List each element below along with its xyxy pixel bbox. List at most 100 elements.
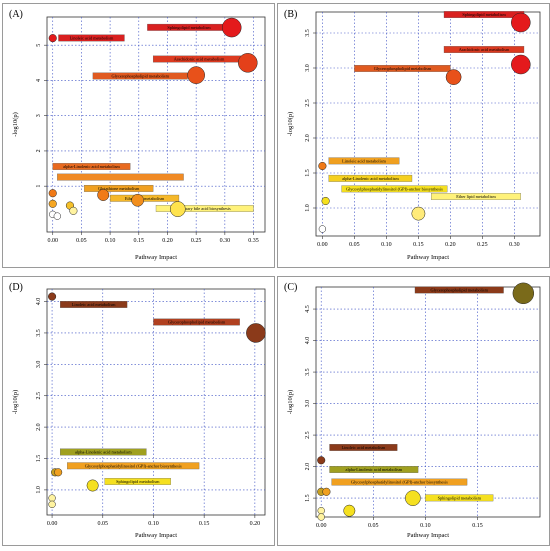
y-tick-label: 1.5 [305, 494, 311, 502]
pathway-point [322, 487, 331, 496]
pathway-label: alpha-Linolenic acid metabolism [346, 467, 403, 472]
pathway-point [405, 490, 421, 506]
pathway-label: Glycerophospholipid metabolism [112, 74, 170, 79]
y-tick-label: 1.0 [305, 204, 311, 212]
y-tick-label: 3.5 [305, 29, 311, 37]
pathway-point [238, 53, 258, 73]
x-tick-label: 0.35 [248, 238, 259, 244]
y-axis-title: -log10(p) [12, 112, 19, 137]
pathway-point [54, 468, 63, 477]
pathway-label-box [155, 205, 254, 212]
y-tick-label: 1 [36, 185, 42, 188]
pathway-label-box [341, 185, 448, 193]
x-tick-label: 0.10 [381, 242, 392, 248]
pathway-point [221, 17, 242, 38]
y-tick-label: 3.0 [305, 400, 311, 408]
pathway-point [318, 161, 327, 171]
pathway-label: Linoleic acid metabolism [342, 445, 386, 450]
pathway-label: alpha-Linolenic acid metabolism [63, 164, 120, 169]
pathway-label-box [329, 466, 419, 473]
panel-c-label: (C) [284, 282, 298, 293]
y-tick-label: 3.0 [305, 64, 311, 72]
y-tick-label: 4.0 [36, 298, 42, 306]
pathway-point [97, 189, 110, 201]
pathway-label-box [52, 163, 131, 170]
panel-c-chart: 0.00 0.05 0.10 0.15 1.5 2.0 2.5 3.0 3.5 4.0 4.5 Pat… [287, 282, 541, 539]
pathway-label: Glycosylphosphatidylinositol (GPI)-ancho… [85, 463, 182, 468]
pathway-label: Glycerophospholipid metabolism [168, 320, 226, 325]
y-axis-title: -log10(p) [287, 390, 294, 415]
panel-a-label: (A) [9, 9, 23, 20]
pathway-label: alpha-Linolenic acid metabolism [75, 450, 132, 455]
y-tick-label: 5 [36, 44, 42, 47]
pathway-label-box [67, 462, 200, 470]
pathway-label-box [443, 46, 525, 53]
pathway-point [53, 212, 61, 220]
pathway-point [317, 507, 325, 515]
pathway-point [131, 193, 144, 207]
pathway-label-box [60, 448, 147, 456]
pathway-label-box [84, 184, 154, 192]
plot-frame [315, 11, 541, 237]
pathway-point [48, 494, 56, 502]
x-axis-title: Pathway Impact [407, 532, 449, 539]
panel-d-label: (D) [9, 282, 23, 293]
x-tick-label: 0.10 [105, 238, 116, 244]
x-tick-label: 0.00 [47, 521, 58, 527]
y-tick-label: 2.5 [305, 431, 311, 439]
pathway-point [48, 500, 56, 508]
panel-a: (A) 0.00 0.05 0.10 0.15 0.20 0.25 0.30 0.35 1 2 3 4… [2, 3, 275, 268]
pathway-label-box [328, 174, 413, 182]
x-tick-label: 0.10 [148, 521, 159, 527]
pathway-label: Glycosylphosphatidylinositol (GPI)-ancho… [346, 187, 443, 192]
pathway-label-box [431, 193, 521, 200]
pathway-label: Primary bile acid biosynthesis [179, 206, 231, 211]
pathway-point [246, 323, 266, 343]
pathway-point [317, 456, 326, 465]
y-axis-title: -log10(p) [287, 112, 294, 137]
pathway-label: alpha-Linolenic acid metabolism [342, 176, 399, 181]
pathway-point [317, 513, 325, 521]
panel-d-chart: 0.00 0.05 0.10 0.15 0.20 1.0 1.5 2.0 2.5 3.0 3.5 4.… [12, 288, 266, 539]
y-tick-label: 1.0 [36, 486, 42, 494]
x-tick-label: 0.20 [162, 238, 173, 244]
pathway-label: Sphingolipid metabolism [167, 25, 211, 30]
x-tick-label: 0.00 [47, 238, 58, 244]
x-tick-label: 0.30 [220, 238, 231, 244]
pathway-label: Ether lipid metabolism [125, 196, 165, 201]
pathway-label: Arachidonic acid metabolism [459, 47, 510, 52]
x-tick-label: 0.05 [76, 238, 87, 244]
pathway-label: Linoleic acid metabolism [70, 36, 114, 41]
pathway-label-box [153, 318, 240, 326]
pathway-point [48, 199, 57, 208]
panel-c: (C) 0.00 0.05 0.10 0.15 1.5 2.0 2.5 3.0 3.5 4.0 4.… [277, 276, 550, 546]
y-tick-label: 3.0 [36, 361, 42, 369]
pathway-label: Linoleic acid metabolism [72, 302, 116, 307]
pathway-point [187, 66, 205, 84]
y-tick-label: 4.0 [305, 337, 311, 345]
x-tick-label: 0.15 [199, 521, 210, 527]
pathway-label-box [58, 34, 125, 42]
y-tick-label: 2.5 [305, 99, 311, 107]
pathway-point [343, 504, 356, 517]
pathway-point [48, 189, 57, 198]
pathway-label-box [109, 194, 180, 202]
panel-b-chart: 0.00 0.05 0.10 0.15 0.20 0.25 0.30 1.0 1.5 2.0 2.5… [287, 11, 541, 261]
pathway-point [48, 292, 57, 301]
panel-d: (D) 0.00 0.05 0.10 0.15 0.20 1.0 1.5 2.0 2.5 3.0 3… [2, 276, 275, 546]
y-tick-label: 3 [36, 114, 42, 117]
pathway-point [169, 201, 186, 217]
pathway-point [48, 34, 57, 43]
x-axis-title: Pathway Impact [407, 254, 449, 261]
pathway-point [411, 206, 426, 221]
x-tick-label: 0.20 [250, 521, 261, 527]
x-tick-label: 0.00 [317, 242, 328, 248]
x-tick-label: 0.25 [191, 238, 202, 244]
y-tick-label: 4 [36, 79, 42, 82]
y-tick-label: 3.5 [36, 329, 42, 337]
x-tick-label: 0.05 [98, 521, 109, 527]
pathway-point [511, 54, 531, 75]
pathway-label: Glycosylphosphatidylinositol (GPI)-ancho… [351, 480, 448, 485]
x-tick-label: 0.15 [134, 238, 145, 244]
panel-b-label: (B) [284, 9, 298, 20]
